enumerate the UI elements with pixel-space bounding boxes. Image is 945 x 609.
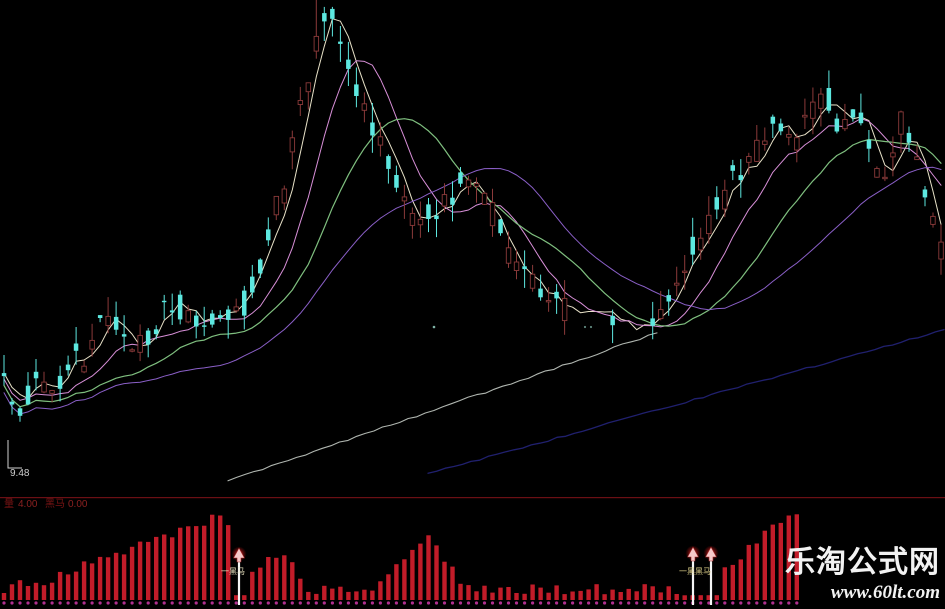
svg-text:一黑黑马: 一黑黑马 (679, 567, 711, 576)
svg-text:乐淘公式网: 乐淘公式网 (785, 546, 940, 579)
svg-text:www.60lt.com: www.60lt.com (831, 582, 940, 603)
svg-text:0.00: 0.00 (68, 499, 88, 510)
svg-text:9.48: 9.48 (10, 468, 30, 479)
svg-text:一黑马: 一黑马 (221, 567, 245, 576)
svg-text:黑马: 黑马 (45, 498, 65, 510)
svg-text:量: 量 (4, 498, 14, 510)
svg-text:4.00: 4.00 (18, 499, 38, 510)
